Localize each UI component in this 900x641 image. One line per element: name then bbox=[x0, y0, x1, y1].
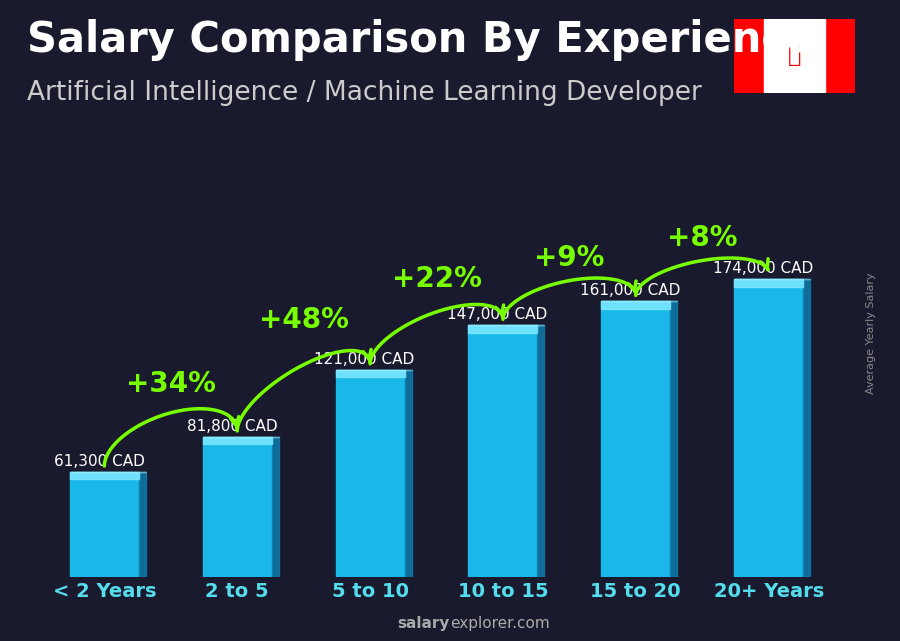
Text: +22%: +22% bbox=[392, 265, 482, 292]
Text: explorer.com: explorer.com bbox=[450, 617, 550, 631]
Text: +34%: +34% bbox=[126, 370, 216, 398]
Bar bbox=[336, 370, 405, 378]
Text: Average Yearly Salary: Average Yearly Salary bbox=[866, 272, 877, 394]
Text: 161,000 CAD: 161,000 CAD bbox=[580, 283, 680, 299]
Polygon shape bbox=[803, 279, 810, 577]
Text: 174,000 CAD: 174,000 CAD bbox=[713, 261, 813, 276]
Bar bbox=[824, 19, 855, 93]
Text: Artificial Intelligence / Machine Learning Developer: Artificial Intelligence / Machine Learni… bbox=[27, 80, 702, 106]
Bar bbox=[202, 437, 272, 444]
Text: 61,300 CAD: 61,300 CAD bbox=[54, 454, 145, 469]
Bar bbox=[734, 19, 764, 93]
Bar bbox=[202, 437, 272, 577]
Text: Salary Comparison By Experience: Salary Comparison By Experience bbox=[27, 19, 814, 62]
Text: salary: salary bbox=[398, 617, 450, 631]
Bar bbox=[764, 19, 824, 93]
Bar bbox=[70, 472, 139, 479]
Polygon shape bbox=[272, 437, 279, 577]
Text: +48%: +48% bbox=[258, 306, 348, 334]
Polygon shape bbox=[670, 301, 677, 577]
Text: +8%: +8% bbox=[667, 224, 737, 253]
Bar bbox=[468, 326, 537, 577]
Text: 81,800 CAD: 81,800 CAD bbox=[186, 419, 277, 434]
Bar bbox=[336, 370, 405, 577]
Bar bbox=[734, 279, 803, 577]
Text: +9%: +9% bbox=[535, 244, 605, 272]
Polygon shape bbox=[405, 370, 411, 577]
Polygon shape bbox=[139, 472, 146, 577]
Polygon shape bbox=[537, 326, 544, 577]
Bar bbox=[734, 279, 803, 287]
Bar bbox=[468, 326, 537, 333]
Bar bbox=[70, 472, 139, 577]
Text: 🍁: 🍁 bbox=[788, 46, 801, 66]
Bar bbox=[601, 301, 670, 577]
Text: 147,000 CAD: 147,000 CAD bbox=[447, 308, 547, 322]
Bar bbox=[601, 301, 670, 309]
Text: 121,000 CAD: 121,000 CAD bbox=[314, 352, 415, 367]
